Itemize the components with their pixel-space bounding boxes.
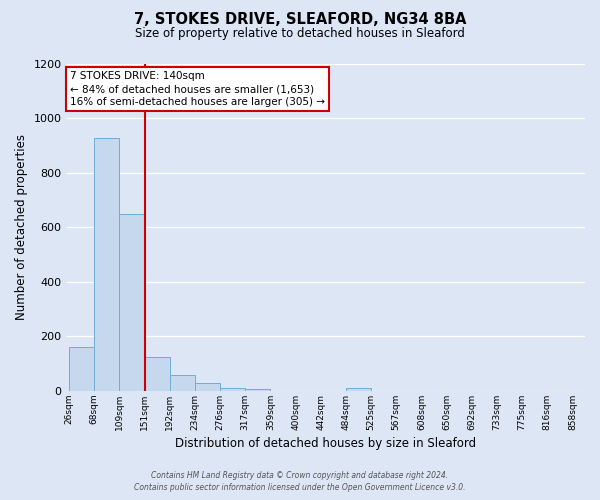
- Text: Contains HM Land Registry data © Crown copyright and database right 2024.
Contai: Contains HM Land Registry data © Crown c…: [134, 471, 466, 492]
- Bar: [220, 388, 245, 391]
- Text: 7 STOKES DRIVE: 140sqm
← 84% of detached houses are smaller (1,653)
16% of semi-: 7 STOKES DRIVE: 140sqm ← 84% of detached…: [70, 71, 325, 107]
- Bar: [94, 138, 119, 391]
- Bar: [245, 388, 271, 391]
- Text: 7, STOKES DRIVE, SLEAFORD, NG34 8BA: 7, STOKES DRIVE, SLEAFORD, NG34 8BA: [134, 12, 466, 28]
- Bar: [145, 357, 170, 391]
- Bar: [346, 388, 371, 391]
- Text: Size of property relative to detached houses in Sleaford: Size of property relative to detached ho…: [135, 28, 465, 40]
- Bar: [170, 375, 195, 391]
- Bar: [69, 348, 94, 391]
- Y-axis label: Number of detached properties: Number of detached properties: [15, 134, 28, 320]
- Bar: [195, 384, 220, 391]
- X-axis label: Distribution of detached houses by size in Sleaford: Distribution of detached houses by size …: [175, 437, 476, 450]
- Bar: [119, 214, 145, 391]
